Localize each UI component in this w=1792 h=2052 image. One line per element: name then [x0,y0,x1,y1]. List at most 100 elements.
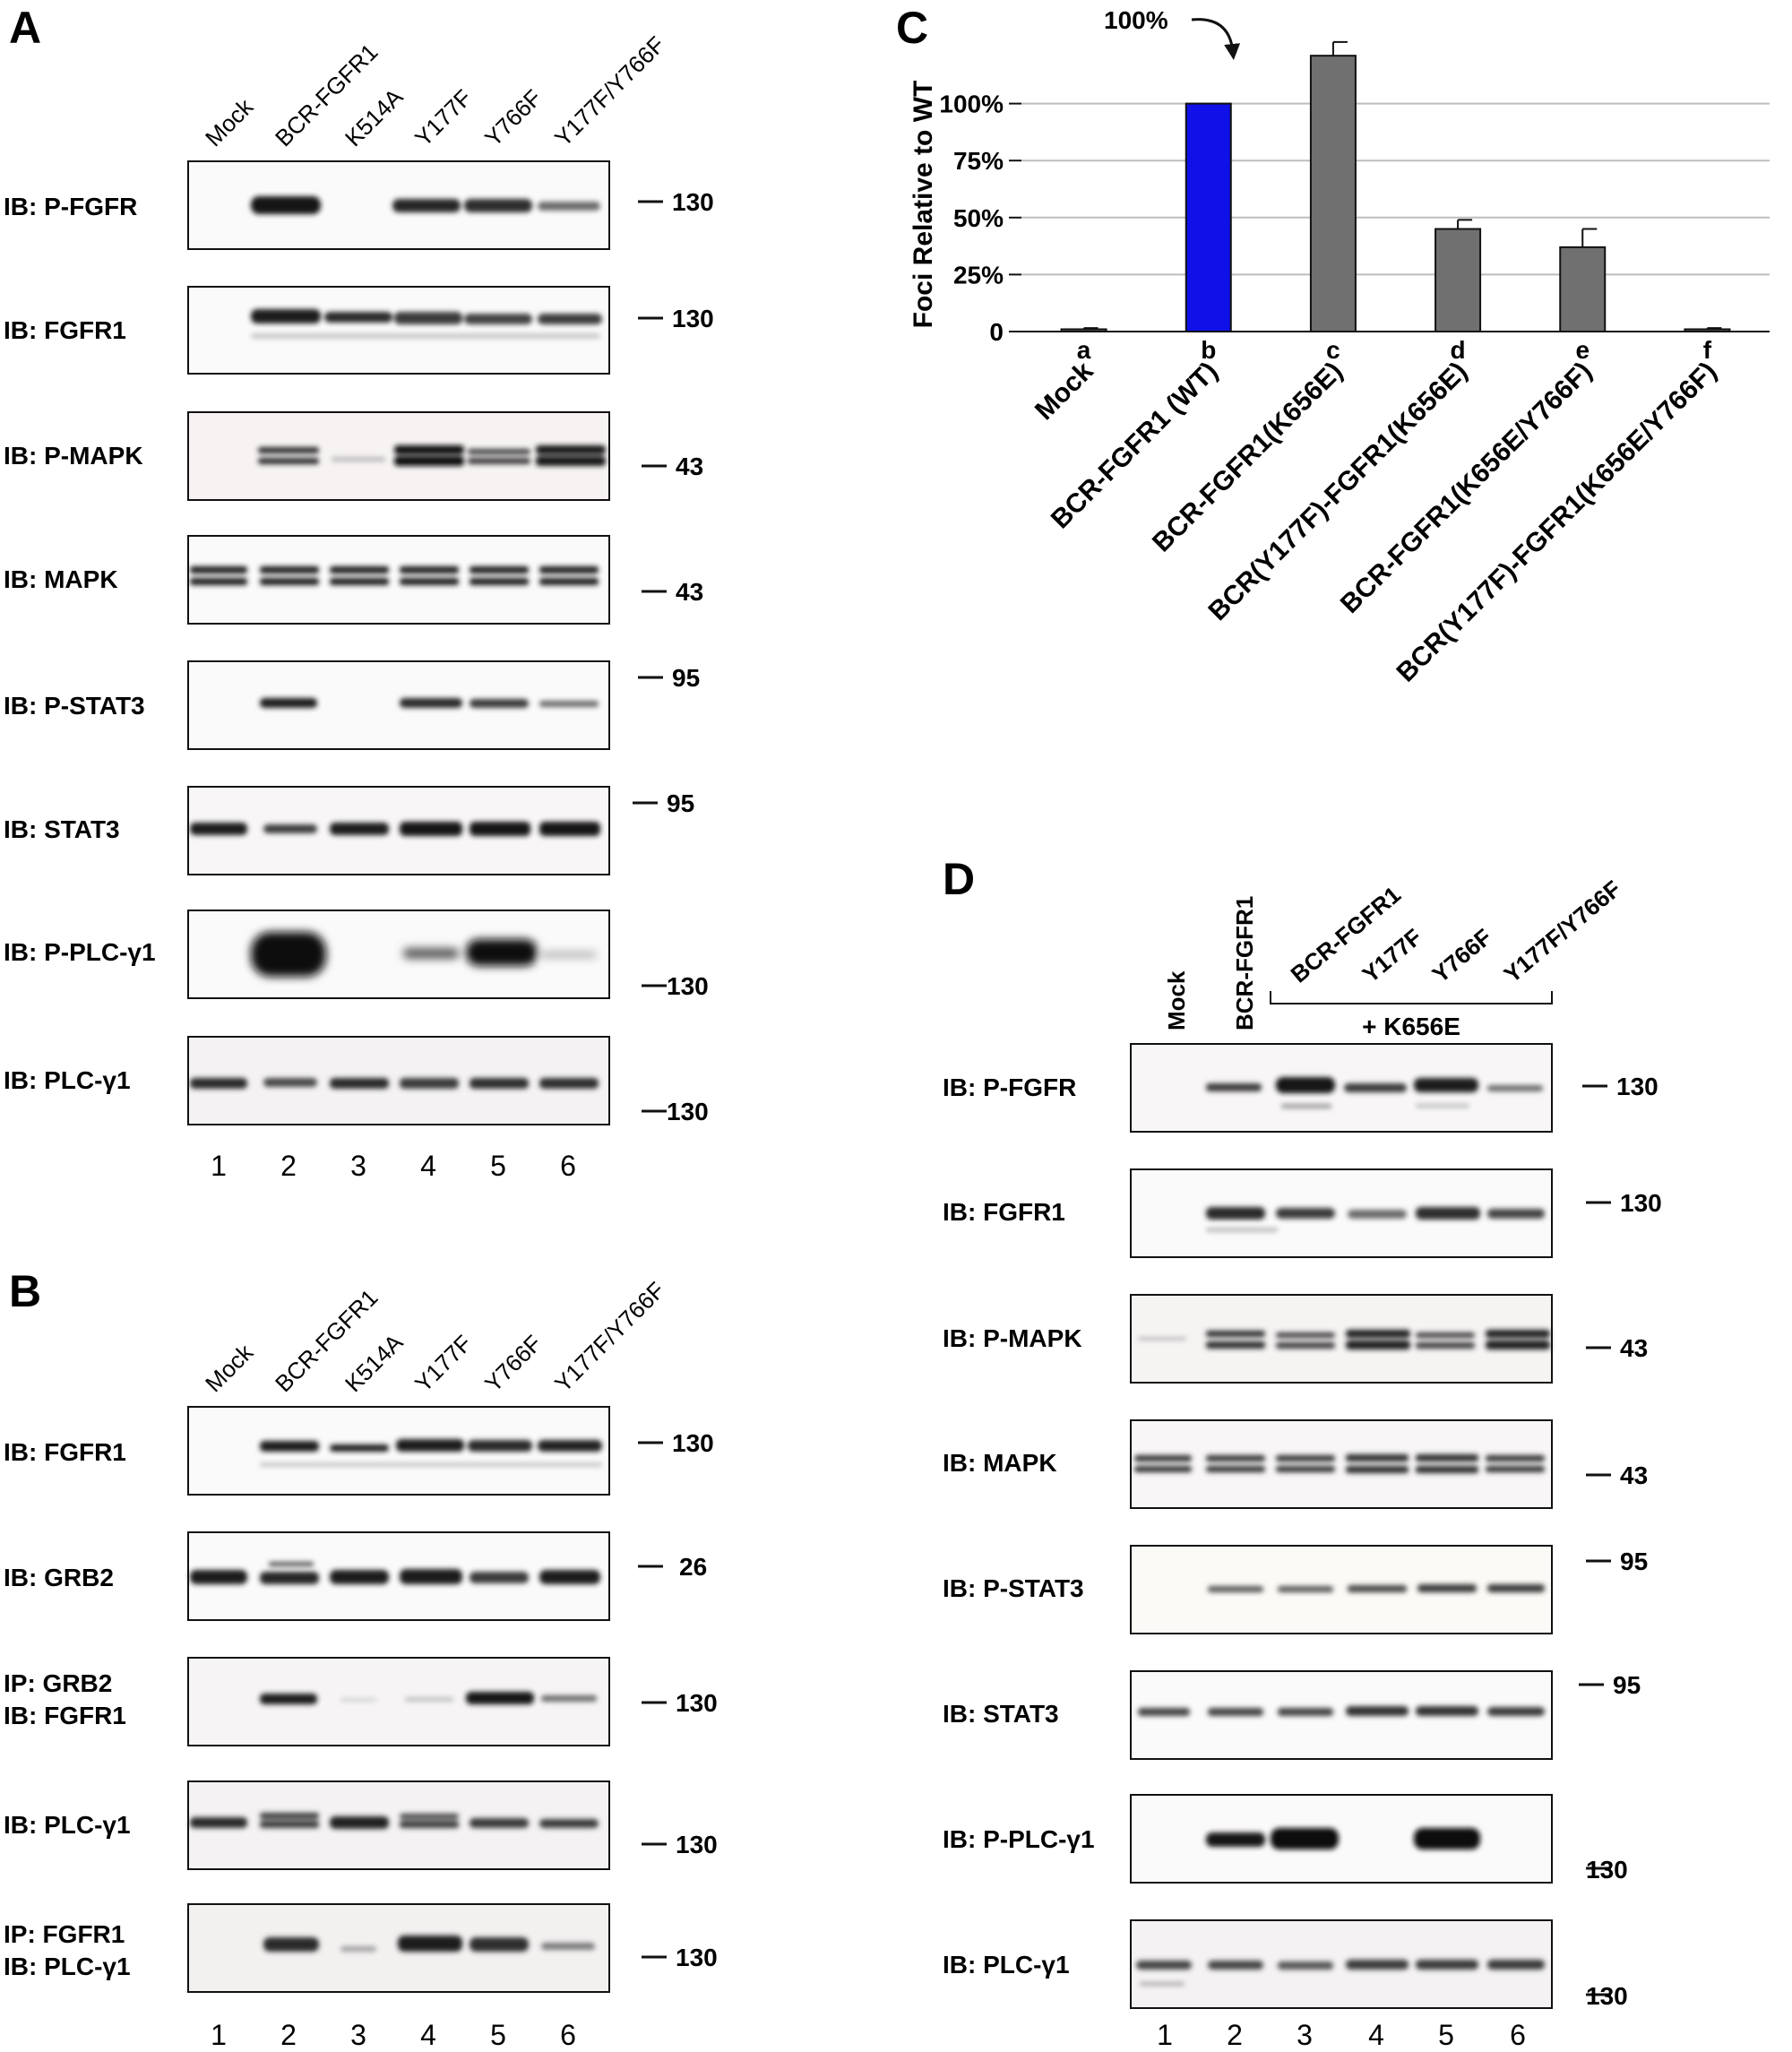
blot-label: IB: PLC-γ1 [4,1953,131,1980]
blot-label: IB: MAPK [4,565,118,593]
y-tick-label: 100% [939,91,1004,118]
x-letter-label: e [1575,336,1590,364]
bar [1185,102,1232,332]
y-tick-label: 0 [989,318,1004,346]
lane-number: 5 [1438,2019,1454,2051]
chart-bars [1060,55,1731,333]
blot-row: IB: P-FGFR 130 [4,160,714,250]
lane-label: K514A [340,82,409,151]
blot-row: IB: GRB2 26 [4,1531,707,1621]
blot-label: IB: FGFR1 [943,1198,1065,1226]
lane-number: 4 [1368,2019,1384,2051]
bands [258,445,606,466]
blot-membrane [1130,1545,1553,1634]
lane-number: 2 [280,2019,297,2051]
marker-label: 95 [1613,1671,1641,1699]
lane-label: Y177F [409,84,477,151]
blot-label: IB: FGFR1 [4,316,126,344]
y-tick-label: 75% [953,147,1004,175]
panel-d: D Mock BCR-FGFR1 BCR-FGFR1 Y177F Y766F Y… [943,854,1662,2051]
panel-b: B Mock BCR-FGFR1 K514A Y177F Y766F Y177F… [4,1266,718,2051]
bands [190,1813,599,1829]
lane-number: 2 [280,1150,297,1182]
y-axis-title: Foci Relative to WT [909,81,938,329]
lane-label: Mock [200,1338,259,1397]
x-letter-label: d [1451,336,1466,364]
lane-number: 6 [1510,2019,1526,2051]
panel-letter-b: B [9,1266,41,1316]
lane-label: Y766F [479,1330,547,1397]
blot-label: IB: P-PLC-γ1 [4,938,156,966]
blot-row: IP: FGFR1 IB: PLC-γ1 130 [4,1903,718,1993]
marker-label: 130 [672,188,714,216]
lane-label: Y766F [1427,923,1497,987]
bracket-label: + K656E [1362,1013,1460,1040]
blot-membrane [1130,1043,1553,1133]
lane-number: 3 [350,2019,366,2051]
marker-label: 95 [672,664,700,692]
annotation-arrow [1191,18,1241,60]
bands [251,196,600,214]
lane-number: 1 [211,2019,227,2051]
blot-row: IB: PLC-γ1 130 [4,1780,718,1870]
blot-label: IB: P-STAT3 [4,692,145,720]
bar [1309,55,1357,333]
blot-label: IB: P-STAT3 [943,1574,1084,1602]
blot-row: IB: MAPK 43 [943,1419,1648,1509]
blot-row: IB: FGFR1 130 [4,286,714,375]
panel-d-lane-labels: Mock BCR-FGFR1 BCR-FGFR1 Y177F Y766F Y17… [1163,875,1626,1030]
lane-number: 4 [420,2019,436,2051]
blot-membrane [1130,1419,1553,1509]
bands [1138,1706,1545,1716]
blot-membrane [1130,1168,1553,1258]
lane-numbers: 1 2 3 4 5 6 [1157,2019,1526,2051]
bar [1559,246,1607,333]
blot-row: IB: STAT3 95 [4,786,694,875]
marker-label: 43 [1620,1461,1648,1489]
blot-label: IB: STAT3 [4,815,120,843]
blot-label: IP: GRB2 [4,1669,112,1697]
lane-number: 5 [490,1150,506,1182]
panel-letter-a: A [9,3,41,53]
lane-label: K514A [340,1328,409,1397]
blot-row: IB: FGFR1 130 [4,1406,714,1496]
k656e-bracket [1270,991,1553,1004]
blot-membrane [187,1036,610,1125]
marker-label: 130 [1586,1982,1628,2010]
marker-label: 130 [676,1831,718,1858]
bands [251,932,597,977]
blot-membrane [187,286,610,375]
blot-label: IB: P-MAPK [943,1324,1082,1352]
annotation-label: 100% [1104,6,1168,34]
blot-membrane [187,1780,610,1870]
marker-label: 130 [672,305,714,332]
lane-numbers: 1 2 3 4 5 6 [211,1150,576,1182]
panel-c: C Foci Relative to WT 0 25% 50% 75% 100% a b c… [896,3,1770,688]
y-axis-ticks: 0 25% 50% 75% 100% [939,91,1021,346]
marker-label: 130 [667,1098,709,1125]
marker-label: 130 [676,1689,718,1717]
marker-label: 43 [1620,1334,1648,1362]
lane-label: Mock [1163,970,1190,1030]
y-tick-label: 25% [953,261,1004,289]
bands [260,698,599,708]
marker-label: 95 [1620,1548,1648,1575]
bands [1208,1584,1545,1592]
lane-label: Y766F [479,84,547,151]
x-axis-letters: a b c d e f [1077,336,1712,364]
marker-label: 130 [1616,1073,1658,1100]
blot-row: IB: P-PLC-γ1 130 [4,910,709,1000]
panel-letter-d: D [943,854,975,904]
lane-number: 3 [1297,2019,1313,2051]
blot-label: IB: P-FGFR [4,193,137,220]
blot-row: IB: PLC-γ1 130 [943,1919,1628,2010]
blot-membrane [187,1531,610,1621]
lane-number: 1 [1157,2019,1173,2051]
lane-number: 1 [211,1150,227,1182]
marker-label: 95 [667,789,694,817]
blot-row: IB: STAT3 95 [943,1670,1641,1760]
x-letter-label: b [1201,336,1216,364]
chart-grid [1021,102,1770,276]
bands [263,1936,595,1952]
